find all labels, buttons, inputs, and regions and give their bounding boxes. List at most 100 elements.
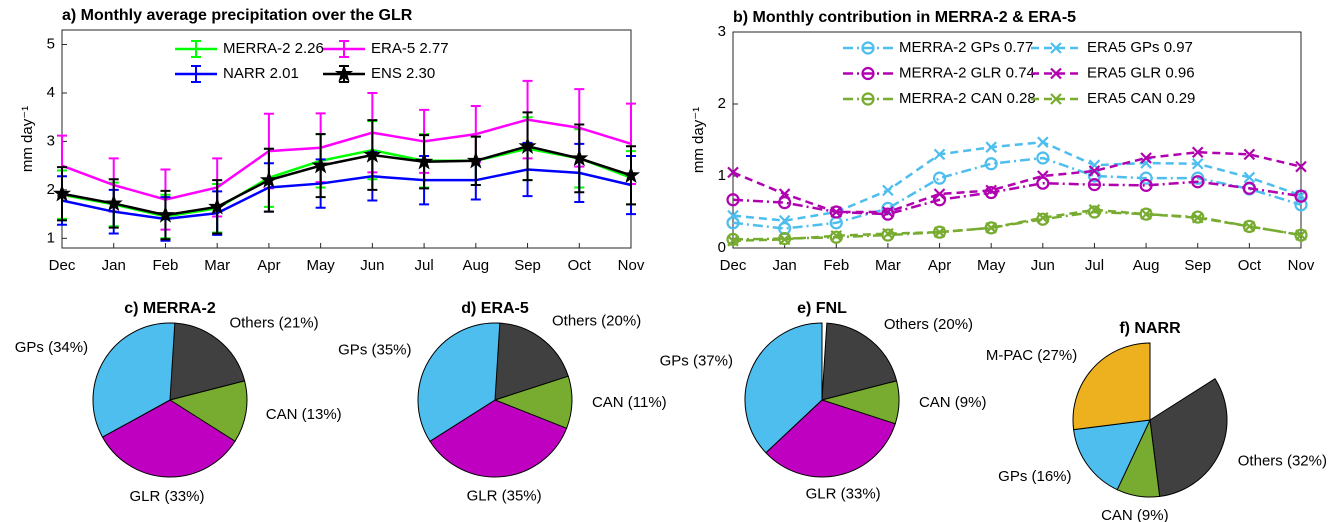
legend-errorbar	[191, 40, 201, 58]
marker	[1087, 178, 1102, 192]
series-line	[732, 150, 1302, 214]
x-tick-label: Aug	[462, 257, 489, 274]
chart-title: d) ERA-5	[461, 300, 529, 317]
x-tick-label: Mar	[875, 257, 901, 274]
marker	[984, 185, 998, 200]
marker	[1088, 165, 1101, 177]
legend-label: MERRA-2 GPs 0.77	[899, 39, 1033, 56]
marker	[933, 148, 946, 161]
legend-errorbar	[339, 40, 349, 58]
marker	[932, 171, 947, 185]
pie-label: CAN (11%)	[592, 394, 667, 411]
marker	[830, 206, 843, 218]
legend-label: MERRA-2 CAN 0.28	[899, 90, 1036, 107]
marker	[1140, 208, 1152, 220]
chart-title: c) MERRA-2	[124, 300, 216, 317]
marker	[363, 145, 382, 163]
marker	[104, 193, 123, 212]
x-tick-label: Jun	[1031, 257, 1055, 274]
y-axis-label: mm day⁻¹	[690, 107, 707, 173]
chart-title: f) NARR	[1119, 320, 1181, 337]
legend-label: ERA5 GLR 0.96	[1087, 64, 1195, 81]
x-tick-label: May	[306, 257, 335, 274]
marker	[1191, 211, 1204, 224]
marker	[778, 188, 791, 200]
legend-label: MERRA-2 2.26	[223, 40, 324, 57]
y-axis-label: mm day⁻¹	[19, 106, 36, 172]
series-line	[61, 118, 632, 201]
x-tick-label: Apr	[257, 257, 280, 274]
pie-label: GLR (33%)	[806, 486, 881, 503]
marker	[1243, 148, 1256, 161]
marker	[882, 206, 894, 218]
x-tick-label: Jan	[102, 257, 126, 274]
pie-slice	[417, 322, 501, 442]
x-tick-label: Apr	[928, 257, 951, 274]
legend-label: ERA-5 2.77	[371, 40, 449, 57]
pie-slice	[494, 322, 569, 401]
x-tick-label: Nov	[618, 257, 645, 274]
x-tick-label: Jun	[360, 257, 384, 274]
x-tick-label: Dec	[49, 257, 76, 274]
marker	[1037, 170, 1049, 182]
x-tick-label: Jul	[1085, 257, 1104, 274]
legend-marker	[1050, 42, 1062, 54]
marker	[984, 157, 998, 171]
pie-slice	[429, 399, 568, 478]
pie-label: GPs (37%)	[660, 352, 733, 369]
y-tick-label: 1	[47, 229, 55, 246]
marker	[830, 229, 843, 242]
pie-label: CAN (9%)	[1101, 507, 1169, 522]
marker	[1037, 136, 1049, 148]
marker	[1191, 175, 1205, 189]
chart-title: b) Monthly contribution in MERRA-2 & ERA…	[733, 9, 1076, 26]
marker	[1139, 178, 1153, 192]
legend-marker	[1050, 67, 1062, 80]
legend-marker	[861, 92, 875, 106]
pie-label: CAN (13%)	[266, 406, 342, 423]
marker	[311, 156, 330, 174]
legend-label: ENS 2.30	[371, 65, 435, 82]
x-tick-label: Mar	[204, 257, 230, 274]
y-tick-label: 2	[718, 95, 726, 112]
marker	[518, 136, 537, 154]
pie-slice	[744, 322, 823, 454]
marker	[1191, 146, 1204, 159]
legend-label: ERA5 CAN 0.29	[1087, 90, 1195, 107]
marker	[1087, 205, 1102, 219]
marker	[985, 184, 997, 197]
series-line	[732, 140, 1302, 222]
x-tick-label: Feb	[823, 257, 849, 274]
y-tick-label: 5	[47, 36, 55, 53]
marker	[621, 165, 641, 184]
legend-marker	[1050, 93, 1062, 105]
x-tick-label: Jan	[773, 257, 797, 274]
pie-label: GPs (35%)	[338, 342, 411, 359]
y-tick-label: 1	[718, 167, 726, 184]
x-tick-label: Dec	[720, 257, 747, 274]
y-tick-label: 2	[47, 181, 55, 198]
marker	[1243, 220, 1256, 233]
marker	[208, 197, 227, 215]
x-tick-label: Sep	[514, 257, 541, 274]
plot-area	[732, 31, 1302, 249]
pie-label: Others (20%)	[884, 316, 973, 333]
marker	[726, 193, 740, 207]
x-tick-label: Jul	[414, 257, 433, 274]
pie-slice	[821, 322, 898, 401]
pie-label: Others (21%)	[229, 314, 318, 331]
marker	[881, 207, 895, 221]
marker	[933, 188, 946, 200]
legend-errorbar	[191, 65, 201, 83]
pie-slice	[765, 399, 896, 478]
marker	[1295, 229, 1307, 241]
marker	[1294, 198, 1308, 212]
marker	[933, 226, 946, 238]
marker	[985, 222, 997, 234]
x-tick-label: Oct	[568, 257, 592, 274]
x-tick-label: Nov	[1288, 257, 1315, 274]
marker	[1088, 204, 1101, 216]
marker	[1037, 211, 1049, 224]
y-tick-label: 3	[718, 23, 726, 40]
marker	[726, 232, 740, 246]
